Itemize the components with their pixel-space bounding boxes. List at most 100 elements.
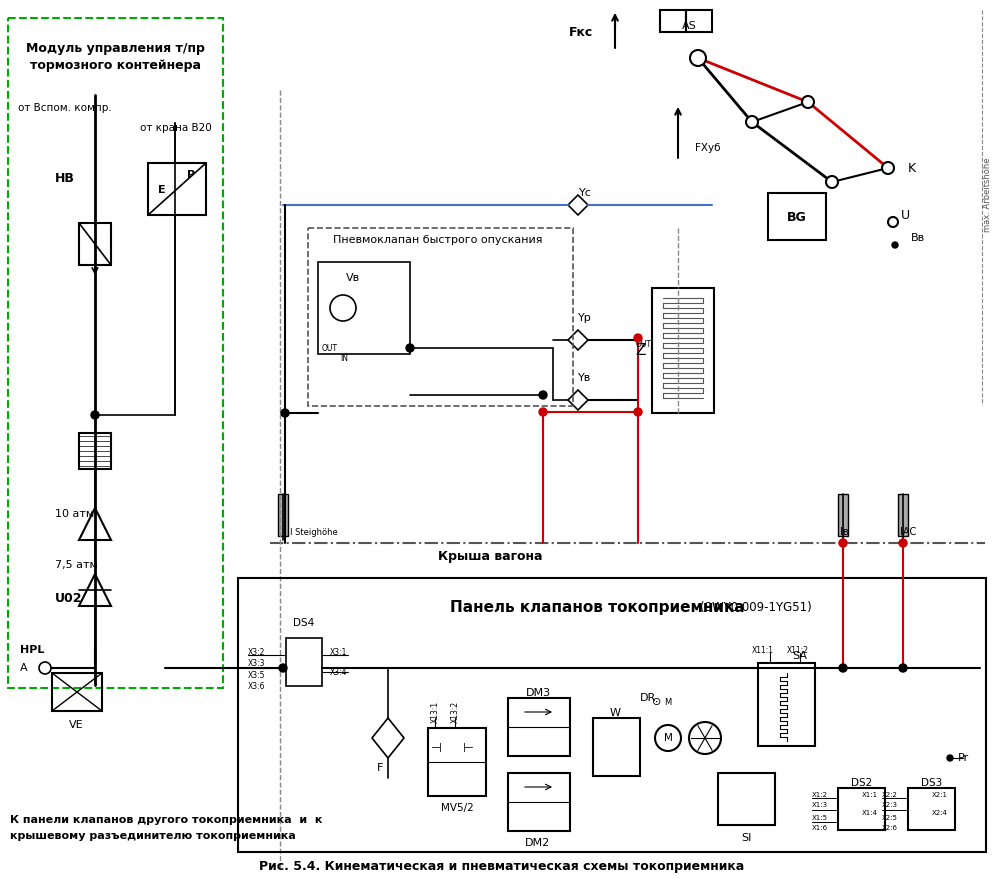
Text: Vв: Vв <box>346 273 360 283</box>
Circle shape <box>281 409 289 417</box>
Bar <box>838 494 848 536</box>
Circle shape <box>839 664 847 672</box>
Text: X1:5: X1:5 <box>812 815 828 821</box>
Text: M: M <box>664 698 671 707</box>
Text: X1:6: X1:6 <box>812 825 828 831</box>
Bar <box>652 288 714 413</box>
Text: X2:6: X2:6 <box>882 825 898 831</box>
Bar <box>508 773 570 831</box>
Circle shape <box>899 539 907 547</box>
Text: X1:1: X1:1 <box>862 792 878 798</box>
Text: Yс: Yс <box>579 188 591 198</box>
Text: X11:1: X11:1 <box>752 646 774 655</box>
Text: Рис. 5.4. Кинематическая и пневматическая схемы токоприемника: Рис. 5.4. Кинематическая и пневматическа… <box>259 860 745 872</box>
Text: DM3: DM3 <box>526 688 551 698</box>
Bar <box>148 163 206 215</box>
Circle shape <box>802 96 814 108</box>
Text: ⊙: ⊙ <box>652 697 661 707</box>
Text: FХуб: FХуб <box>695 143 721 153</box>
Text: от Вспом. компр.: от Вспом. компр. <box>18 103 112 113</box>
Text: Пневмоклапан быстрого опускания: Пневмоклапан быстрого опускания <box>334 235 543 245</box>
Text: K: K <box>908 162 917 174</box>
Circle shape <box>39 662 51 674</box>
Text: НВ: НВ <box>55 172 75 185</box>
Text: Yв: Yв <box>578 373 592 383</box>
Text: X3:2: X3:2 <box>248 648 265 656</box>
Text: от крана В20: от крана В20 <box>140 123 212 133</box>
Bar <box>308 228 573 406</box>
Circle shape <box>888 217 898 227</box>
Text: max. Arbeitshöhe: max. Arbeitshöhe <box>983 158 992 232</box>
Text: X3:3: X3:3 <box>248 658 265 668</box>
Text: X3:5: X3:5 <box>248 671 265 679</box>
Text: X2:3: X2:3 <box>882 802 898 808</box>
Text: DM2: DM2 <box>526 838 551 848</box>
Circle shape <box>947 755 953 761</box>
Bar <box>238 578 986 852</box>
Text: AS: AS <box>682 21 696 31</box>
Text: X2:1: X2:1 <box>932 792 948 798</box>
Bar <box>286 638 322 686</box>
Text: X1:3: X1:3 <box>812 802 828 808</box>
Bar <box>79 433 111 469</box>
Circle shape <box>91 411 99 419</box>
Bar <box>52 673 102 711</box>
Text: E: E <box>158 185 166 195</box>
Text: Yр: Yр <box>578 313 592 323</box>
Circle shape <box>882 162 894 174</box>
Text: IN: IN <box>340 354 348 363</box>
Text: DR: DR <box>640 693 656 703</box>
Circle shape <box>539 391 547 399</box>
Text: X2:2: X2:2 <box>882 792 897 798</box>
Circle shape <box>634 334 642 342</box>
Text: X3:4: X3:4 <box>330 668 348 677</box>
Text: SI: SI <box>741 833 751 843</box>
Text: BG: BG <box>787 210 807 224</box>
Text: Bв: Bв <box>911 233 925 243</box>
Circle shape <box>689 722 721 754</box>
Bar <box>79 223 111 265</box>
Bar <box>686 10 712 32</box>
Text: X13:1: X13:1 <box>430 701 439 723</box>
Bar <box>908 788 955 830</box>
Text: Крыша вагона: Крыша вагона <box>438 549 543 562</box>
Text: 10 атм: 10 атм <box>55 509 94 519</box>
Text: X3:1: X3:1 <box>330 648 348 656</box>
Text: F: F <box>377 763 383 773</box>
Circle shape <box>892 242 898 248</box>
Text: Модуль управления т/пр: Модуль управления т/пр <box>25 41 204 55</box>
Bar <box>8 18 223 688</box>
Circle shape <box>826 176 838 188</box>
Text: ⊢: ⊢ <box>462 742 473 754</box>
Circle shape <box>839 539 847 547</box>
Text: DS3: DS3 <box>922 778 943 788</box>
Circle shape <box>406 344 414 352</box>
Bar <box>768 193 826 240</box>
Bar <box>428 728 486 796</box>
Text: DS2: DS2 <box>851 778 872 788</box>
Text: К панели клапанов другого токоприемника  и  к: К панели клапанов другого токоприемника … <box>10 815 323 825</box>
Circle shape <box>539 408 547 416</box>
Bar <box>318 262 410 354</box>
Text: M: M <box>663 733 672 743</box>
Text: тормозного контейнера: тормозного контейнера <box>29 58 201 71</box>
Circle shape <box>690 50 706 66</box>
Text: A: A <box>20 663 27 673</box>
Bar <box>718 773 775 825</box>
Text: OUT: OUT <box>636 340 652 348</box>
Text: MV5/2: MV5/2 <box>440 803 473 813</box>
Bar <box>838 788 885 830</box>
Bar <box>508 698 570 756</box>
Circle shape <box>746 116 758 128</box>
Text: X2:5: X2:5 <box>882 815 897 821</box>
Text: X3:6: X3:6 <box>248 681 265 691</box>
Text: DS4: DS4 <box>293 618 315 628</box>
Circle shape <box>655 725 681 751</box>
Text: U02: U02 <box>55 591 82 605</box>
Text: SA: SA <box>793 651 807 661</box>
Text: (8WY0 009-1YG51): (8WY0 009-1YG51) <box>700 600 812 613</box>
Circle shape <box>634 408 642 416</box>
Text: X2:4: X2:4 <box>932 810 948 816</box>
Text: X13:2: X13:2 <box>450 701 459 723</box>
Text: IАС: IАС <box>900 527 917 537</box>
